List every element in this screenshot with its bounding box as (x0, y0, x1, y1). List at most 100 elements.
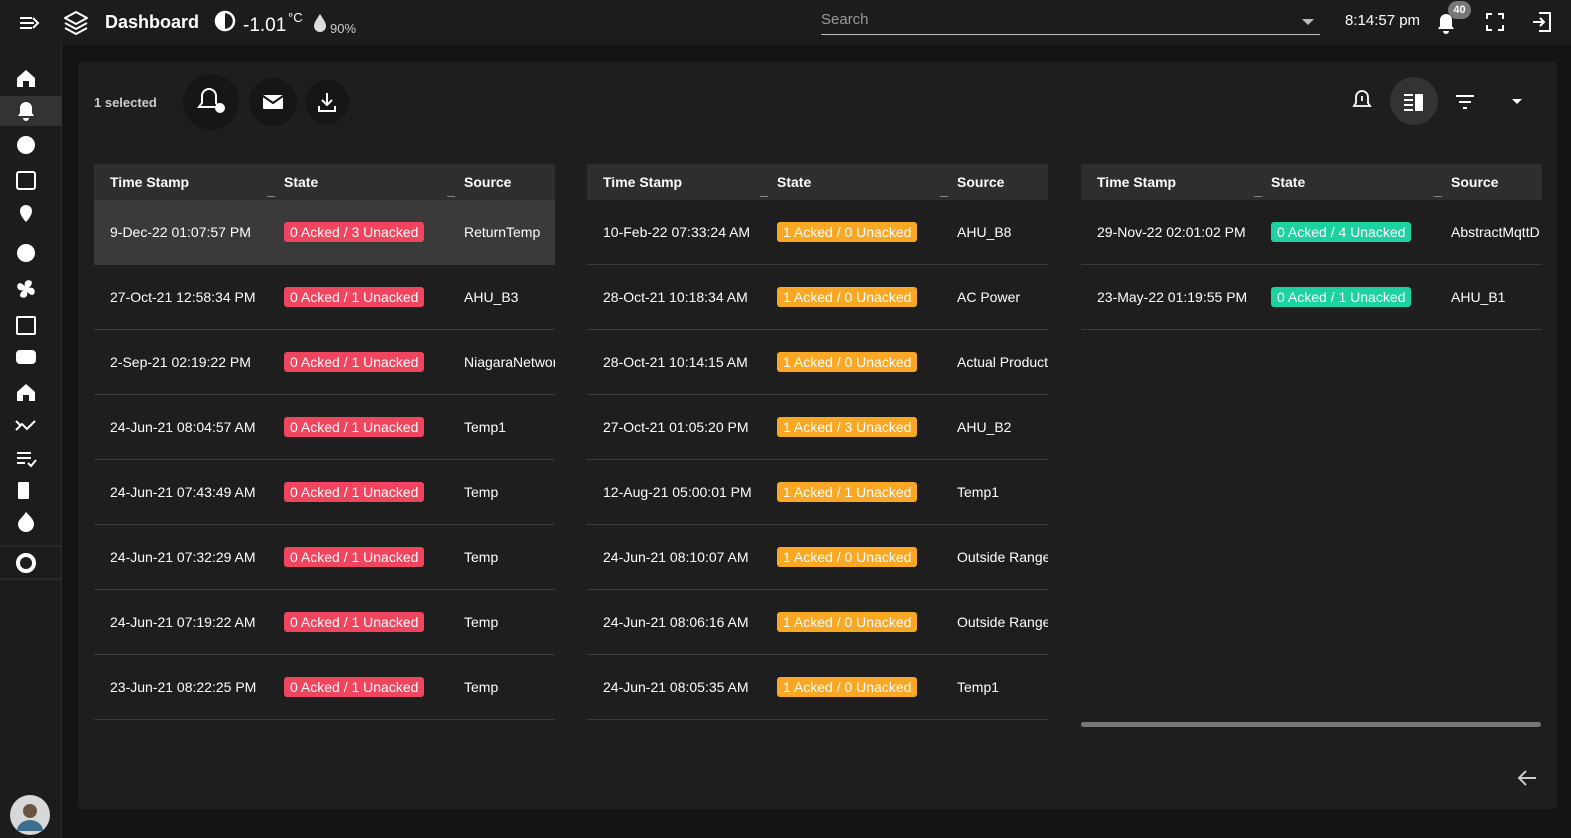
back-button[interactable] (1516, 768, 1538, 788)
nav-settings[interactable] (16, 553, 36, 573)
table-row[interactable]: 27-Oct-21 01:05:20 PM 1 Acked / 3 Unacked… (587, 395, 1048, 460)
time-stamp: 24-Jun-21 07:19:22 AM (110, 614, 256, 630)
nav-images[interactable] (16, 171, 36, 190)
nav-trends[interactable] (15, 420, 36, 431)
weather-icon (214, 10, 236, 32)
user-avatar[interactable] (10, 795, 50, 835)
time-stamp-cell: 23-May-22 01:19:55 PM (1097, 265, 1271, 329)
table-row[interactable]: 24-Jun-21 08:10:07 AM 1 Acked / 0 Unacked… (587, 525, 1048, 590)
time-stamp: 24-Jun-21 08:05:35 AM (603, 679, 749, 695)
state-badge: 0 Acked / 1 Unacked (284, 547, 425, 567)
column-header: State (777, 174, 812, 190)
more-dropdown[interactable] (1512, 99, 1522, 104)
sidebar (0, 45, 62, 838)
table-row[interactable]: 10-Feb-22 07:33:24 AM 1 Acked / 0 Unacked… (587, 200, 1048, 265)
nav-fire[interactable] (18, 512, 34, 532)
time-stamp: 24-Jun-21 08:10:07 AM (603, 549, 749, 565)
notifications-button[interactable] (1436, 12, 1456, 34)
state-badge: 0 Acked / 4 Unacked (1271, 222, 1412, 242)
state-cell: 1 Acked / 1 Unacked (777, 460, 957, 524)
time-stamp-cell: 24-Jun-21 08:05:35 AM (603, 655, 777, 719)
time-stamp-cell: 28-Oct-21 10:14:15 AM (603, 330, 777, 394)
nav-calendar[interactable] (16, 316, 36, 335)
table-row[interactable]: 9-Dec-22 01:07:57 PM 0 Acked / 3 Unacked R… (94, 200, 555, 265)
source: AHU_B2 (957, 419, 1012, 435)
source: Temp (464, 484, 499, 500)
table-row[interactable]: 24-Jun-21 07:32:29 AM 0 Acked / 1 Unacked… (94, 525, 555, 590)
column-header: State (1271, 174, 1306, 190)
state-badge: 0 Acked / 1 Unacked (1271, 287, 1412, 307)
column-header: Time Stamp (110, 174, 190, 190)
table-row[interactable]: 24-Jun-21 08:04:57 AM 0 Acked / 1 Unacked… (94, 395, 555, 460)
state-cell: 0 Acked / 3 Unacked (284, 200, 464, 264)
state-cell: 0 Acked / 1 Unacked (1271, 265, 1451, 329)
time-stamp-cell: 23-Jun-21 08:22:25 PM (110, 655, 284, 719)
time-stamp-cell: 2-Sep-21 02:19:22 PM (110, 330, 284, 394)
nav-globe[interactable] (17, 136, 35, 154)
time-stamp: 24-Jun-21 08:04:57 AM (110, 419, 256, 435)
time-stamp-cell: 27-Oct-21 01:05:20 PM (603, 395, 777, 459)
column-resizer (759, 190, 775, 197)
table-row[interactable]: 29-Nov-22 02:01:02 PM 0 Acked / 4 Unacked… (1081, 200, 1542, 265)
alarm-table: Time Stamp State Source 10-Feb-22 07:33:24 … (587, 164, 1048, 720)
table-row[interactable]: 23-Jun-21 08:22:25 PM 0 Acked / 1 Unacked… (94, 655, 555, 720)
time-stamp-cell: 12-Aug-21 05:00:01 PM (603, 460, 777, 524)
nav-tasks[interactable] (17, 452, 37, 468)
column-resizer (1253, 190, 1269, 197)
search-dropdown[interactable] (1302, 18, 1314, 26)
time-stamp-cell: 27-Oct-21 12:58:34 PM (110, 265, 284, 329)
table-row[interactable]: 27-Oct-21 12:58:34 PM 0 Acked / 1 Unacked… (94, 265, 555, 330)
table-row[interactable]: 23-May-22 01:19:55 PM 0 Acked / 1 Unacked… (1081, 265, 1542, 330)
time-stamp: 28-Oct-21 10:14:15 AM (603, 354, 748, 370)
email-button[interactable] (249, 78, 297, 126)
source: AbstractMqttD (1451, 224, 1540, 240)
table-row[interactable]: 28-Oct-21 10:14:15 AM 1 Acked / 0 Unacked… (587, 330, 1048, 395)
column-resizer (446, 190, 462, 197)
nav-icons (0, 70, 62, 580)
column-view-button[interactable] (1390, 77, 1438, 125)
nav-video[interactable] (16, 350, 36, 364)
source-cell: AHU_B8 (957, 200, 1048, 264)
state-cell: 0 Acked / 1 Unacked (284, 265, 464, 329)
table-row[interactable]: 24-Jun-21 07:43:49 AM 0 Acked / 1 Unacked… (94, 460, 555, 525)
nav-fuel[interactable] (18, 482, 29, 499)
time-stamp: 2-Sep-21 02:19:22 PM (110, 354, 251, 370)
table-row[interactable]: 24-Jun-21 08:05:35 AM 1 Acked / 0 Unacked… (587, 655, 1048, 720)
clock: 8:14:57 pm (1345, 12, 1421, 29)
state-cell: 0 Acked / 1 Unacked (284, 330, 464, 394)
nav-hvac[interactable] (17, 280, 35, 298)
table-row[interactable]: 24-Jun-21 07:19:22 AM 0 Acked / 1 Unacked… (94, 590, 555, 655)
table-row[interactable]: 28-Oct-21 10:18:34 AM 1 Acked / 0 Unacked… (587, 265, 1048, 330)
column-header: Source (464, 174, 512, 190)
menu-button[interactable] (18, 12, 42, 34)
alarm-table: Time Stamp State Source 9-Dec-22 01:07:57 P… (94, 164, 555, 720)
nav-building[interactable] (17, 384, 35, 401)
state-cell: 1 Acked / 0 Unacked (777, 655, 957, 719)
acknowledge-button[interactable] (183, 74, 239, 130)
download-button[interactable] (305, 80, 349, 124)
time-stamp: 24-Jun-21 07:32:29 AM (110, 549, 256, 565)
logout-button[interactable] (1531, 11, 1553, 33)
source: Outside Range (957, 549, 1048, 565)
source: AC Power (957, 289, 1021, 305)
nav-alarms[interactable] (18, 102, 34, 121)
alarms-panel: 1 selected Time Stamp State Source 9-Dec-22… (78, 62, 1557, 809)
fullscreen-button[interactable] (1486, 13, 1504, 31)
state-cell: 1 Acked / 0 Unacked (777, 265, 957, 329)
scrollbar[interactable] (1081, 722, 1541, 727)
table-row[interactable]: 2-Sep-21 02:19:22 PM 0 Acked / 1 Unacked N… (94, 330, 555, 395)
table-row[interactable]: 24-Jun-21 08:06:16 AM 1 Acked / 0 Unacked… (587, 590, 1048, 655)
source: Outside Range (957, 614, 1048, 630)
nav-location[interactable] (20, 205, 32, 222)
nav-energy[interactable] (17, 244, 35, 262)
time-stamp-cell: 24-Jun-21 07:43:49 AM (110, 460, 284, 524)
source-cell: Outside Range (957, 590, 1048, 654)
nav-home[interactable] (17, 70, 35, 87)
source-cell: NiagaraNetwor (464, 330, 555, 394)
filter-button[interactable] (1456, 95, 1474, 109)
table-row[interactable]: 12-Aug-21 05:00:01 PM 1 Acked / 1 Unacked… (587, 460, 1048, 525)
alarm-filter-button[interactable] (1352, 90, 1372, 107)
search-box[interactable]: Search (821, 11, 1320, 35)
source: AHU_B1 (1451, 289, 1506, 305)
